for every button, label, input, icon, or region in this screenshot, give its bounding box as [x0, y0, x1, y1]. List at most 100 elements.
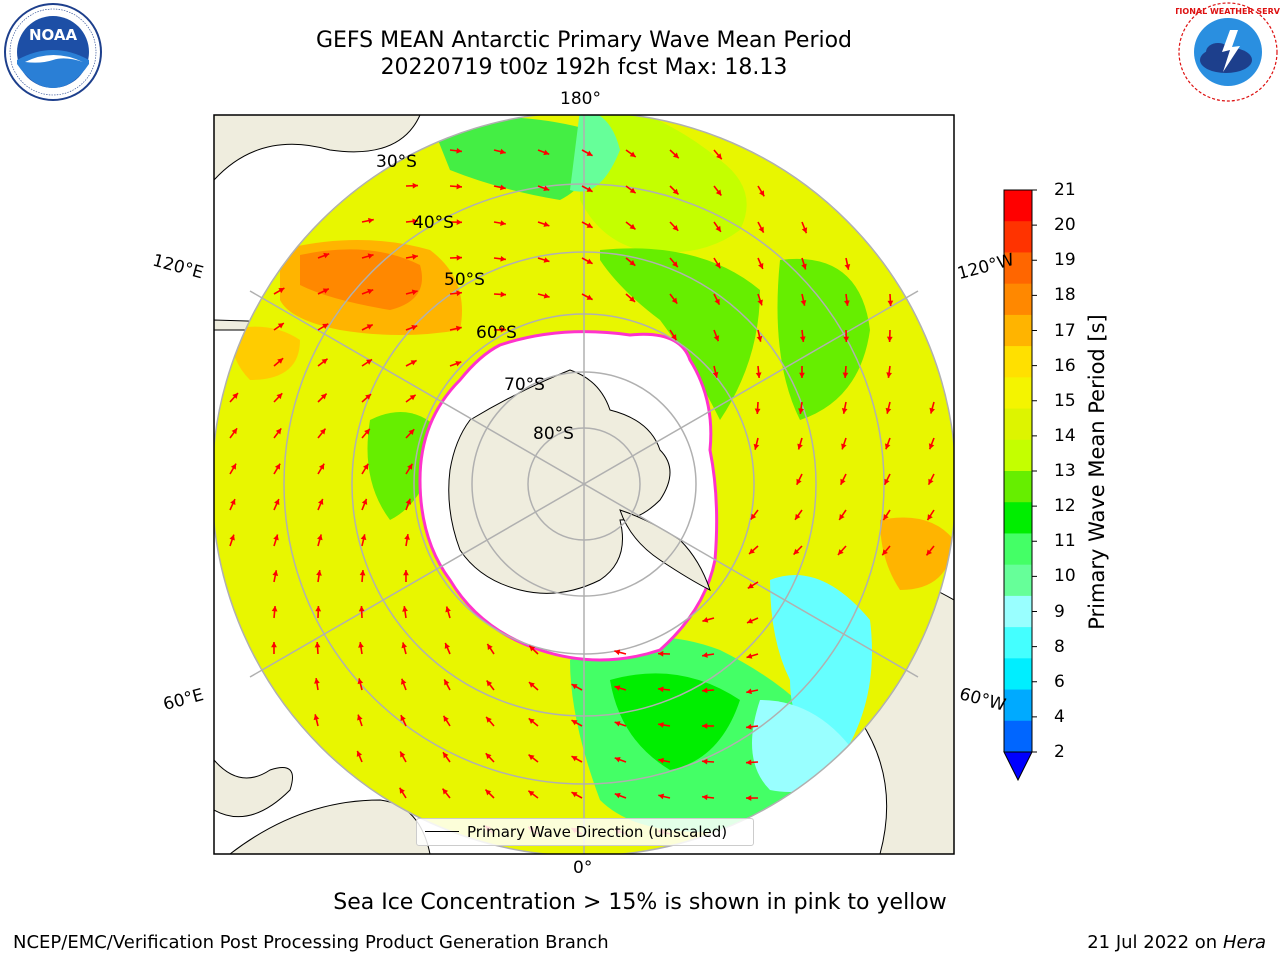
wave-arrow-head — [702, 758, 708, 765]
wave-arrow-head — [404, 534, 410, 540]
wave-arrow-head — [841, 408, 848, 414]
wave-arrow-head — [412, 254, 418, 260]
wave-arrow-head — [277, 323, 284, 329]
wave-arrow-head — [400, 678, 407, 685]
wave-arrow-head — [317, 534, 323, 541]
wave-arrow-head — [275, 428, 282, 435]
colorbar-tick-label: 11 — [1054, 531, 1076, 552]
colorbar-segment — [1004, 252, 1032, 285]
wave-arrow-head — [586, 222, 593, 228]
wave-arrow-head — [367, 288, 374, 295]
wave-arrow-head — [844, 263, 851, 270]
latitude-label-80s: 80°S — [533, 424, 574, 444]
footer-host: Hera — [1222, 932, 1266, 953]
wave-arrow-head — [747, 583, 754, 589]
wave-arrow-head — [614, 721, 621, 727]
wave-arrow-head — [658, 650, 664, 657]
colorbar-tick-label: 13 — [1054, 461, 1076, 481]
wave-arrow-head — [882, 549, 888, 556]
colorbar-title: Primary Wave Mean Period [s] — [1085, 314, 1109, 630]
colorbar-segment — [1004, 314, 1032, 347]
legend-label: Primary Wave Direction (unscaled) — [467, 823, 728, 841]
wave-arrow-head — [801, 263, 807, 270]
wave-arrow-head — [755, 372, 762, 378]
wave-arrow-head — [842, 372, 849, 378]
wave-arrow-head — [586, 150, 593, 156]
wave-arrow-head — [271, 642, 277, 648]
wave-arrow-head — [757, 299, 763, 306]
footer-credit: NCEP/EMC/Verification Post Processing Pr… — [13, 932, 609, 953]
wave-arrow-head — [797, 443, 803, 450]
wave-arrow-head — [231, 428, 238, 435]
wave-arrow-head — [230, 463, 237, 470]
colorbar-tick-label: 15 — [1054, 390, 1076, 411]
wave-arrow-head — [799, 372, 805, 378]
wave-arrow-head — [485, 789, 492, 796]
wave-arrow-head — [759, 190, 765, 197]
meridian-label-0: 0° — [573, 858, 593, 878]
wave-arrow-head — [409, 394, 416, 401]
wave-arrow-head — [366, 359, 373, 365]
wave-arrow-head — [571, 720, 578, 726]
wave-arrow-head — [614, 685, 621, 691]
wave-arrow-head — [411, 324, 418, 331]
wave-arrow-head — [586, 258, 593, 264]
wave-arrow-head — [486, 716, 492, 723]
wave-arrow-head — [887, 300, 894, 306]
wave-arrow-head — [543, 257, 550, 263]
wave-arrow-head — [271, 606, 278, 612]
wave-arrow-head — [274, 463, 281, 470]
wave-arrow-head — [798, 408, 804, 414]
noaa-logo: NOAA — [4, 3, 102, 101]
wave-arrow-head — [586, 186, 593, 192]
wave-arrow-head — [456, 219, 462, 226]
wave-arrow-head — [928, 478, 934, 485]
wave-arrow-head — [320, 393, 327, 400]
wave-arrow-head — [401, 642, 408, 649]
wave-arrow-head — [364, 428, 370, 435]
wave-arrow-head — [272, 570, 279, 576]
wave-arrow-head — [278, 288, 285, 294]
wave-arrow-head — [746, 759, 752, 766]
wave-arrow-head — [322, 288, 329, 294]
wave-arrow-head — [586, 294, 593, 300]
wave-arrow-head — [412, 182, 418, 189]
footer-date-text: 21 Jul 2022 on — [1087, 932, 1223, 953]
wave-arrow-head — [323, 252, 330, 259]
wave-arrow-head — [801, 227, 808, 234]
wave-arrow-head — [500, 326, 506, 333]
wave-arrow-head — [713, 335, 720, 342]
latitude-label-30s: 30°S — [376, 152, 417, 172]
wave-arrow-head — [528, 718, 535, 724]
wave-arrow-head — [456, 290, 462, 297]
colorbar-segment — [1004, 221, 1032, 253]
colorbar-tick-label: 12 — [1054, 496, 1076, 517]
wave-arrow-head — [543, 292, 550, 299]
colorbar-tick-label: 8 — [1054, 636, 1065, 657]
wave-arrow-head — [443, 752, 449, 759]
wave-arrow-head — [273, 534, 279, 541]
wave-arrow-head — [500, 220, 506, 226]
wave-arrow-head — [500, 255, 506, 262]
wave-arrow-head — [754, 408, 761, 414]
wave-arrow-head — [232, 393, 238, 399]
wave-arrow-head — [928, 443, 935, 450]
wave-arrow-head — [366, 324, 373, 330]
wave-arrow-head — [629, 223, 636, 230]
wave-arrow-head — [455, 360, 462, 367]
wave-arrow-head — [500, 291, 506, 298]
wave-arrow-head — [800, 299, 807, 306]
latitude-label-40s: 40°S — [413, 213, 454, 233]
wave-arrow-head — [357, 678, 364, 685]
map-frame — [213, 114, 955, 855]
wave-arrow-head — [358, 606, 365, 612]
wave-arrow-head — [629, 296, 636, 302]
wave-arrow-head — [629, 187, 636, 194]
wave-arrow-head — [927, 514, 933, 521]
wave-arrow-head — [356, 750, 363, 757]
wave-arrow-head — [672, 224, 679, 231]
nws-logo-ring-text: NATIONAL WEATHER SERVICE — [1176, 7, 1280, 16]
colorbar-tick-label: 9 — [1054, 601, 1065, 622]
wave-arrow-head — [746, 795, 752, 801]
wave-arrow-head — [614, 792, 621, 799]
